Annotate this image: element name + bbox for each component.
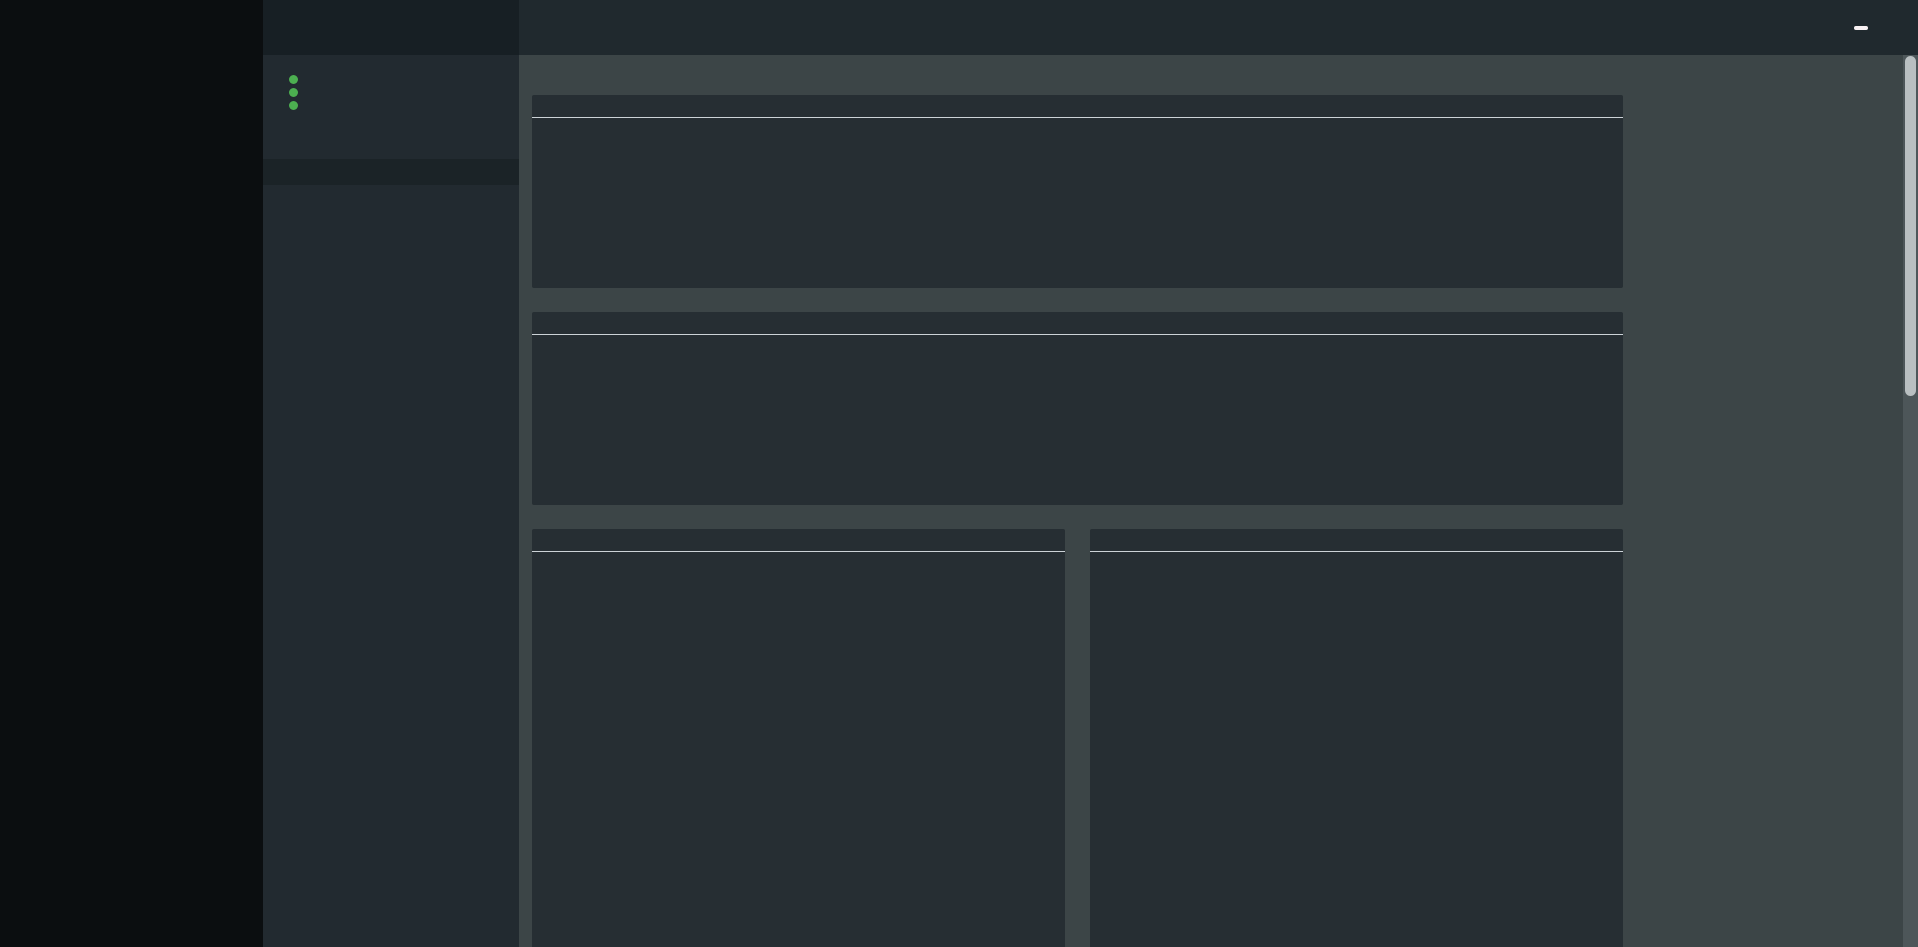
navbar-right bbox=[1846, 25, 1898, 30]
status-dot-active bbox=[289, 75, 298, 84]
panel-header bbox=[1090, 529, 1623, 552]
panel-body bbox=[532, 552, 1065, 812]
panel-client-activity bbox=[532, 312, 1623, 505]
navbar-main bbox=[519, 0, 1918, 55]
status-panel bbox=[263, 55, 519, 159]
left-black-region bbox=[0, 0, 263, 947]
panel-body bbox=[532, 118, 1623, 288]
panel-header bbox=[532, 312, 1623, 335]
total-queries-chart[interactable] bbox=[542, 126, 1613, 276]
top-navbar bbox=[263, 0, 1918, 55]
status-line-active bbox=[289, 75, 322, 84]
panel-total-queries bbox=[532, 95, 1623, 288]
query-types-legend bbox=[819, 568, 1049, 578]
status-info bbox=[289, 68, 322, 147]
hostname-badge bbox=[1854, 25, 1868, 30]
app-logo[interactable] bbox=[263, 0, 519, 55]
panel-header bbox=[532, 529, 1065, 552]
content-column bbox=[532, 71, 1623, 947]
donut-wrap bbox=[1106, 568, 1377, 796]
status-line-memory bbox=[289, 101, 322, 110]
status-dot-load bbox=[289, 88, 298, 97]
queries-answered-donut[interactable] bbox=[1128, 570, 1354, 796]
pihole-app bbox=[263, 0, 1918, 947]
donut-panels-row bbox=[532, 529, 1623, 947]
status-line-load bbox=[289, 88, 322, 97]
panel-query-types bbox=[532, 529, 1065, 947]
main-content bbox=[519, 55, 1918, 947]
query-types-donut[interactable] bbox=[570, 570, 796, 796]
client-activity-chart[interactable] bbox=[542, 343, 1613, 493]
status-dot-memory bbox=[289, 101, 298, 110]
sidebar-section-header bbox=[263, 159, 519, 185]
queries-answered-legend bbox=[1377, 568, 1607, 578]
panel-header bbox=[532, 95, 1623, 118]
panel-body bbox=[1090, 552, 1623, 812]
page-scrollbar[interactable] bbox=[1903, 55, 1918, 947]
panel-body bbox=[532, 335, 1623, 505]
donut-wrap bbox=[548, 568, 819, 796]
panel-queries-answered-by bbox=[1090, 529, 1623, 947]
sidebar bbox=[263, 55, 519, 947]
scrollbar-thumb[interactable] bbox=[1905, 56, 1916, 396]
